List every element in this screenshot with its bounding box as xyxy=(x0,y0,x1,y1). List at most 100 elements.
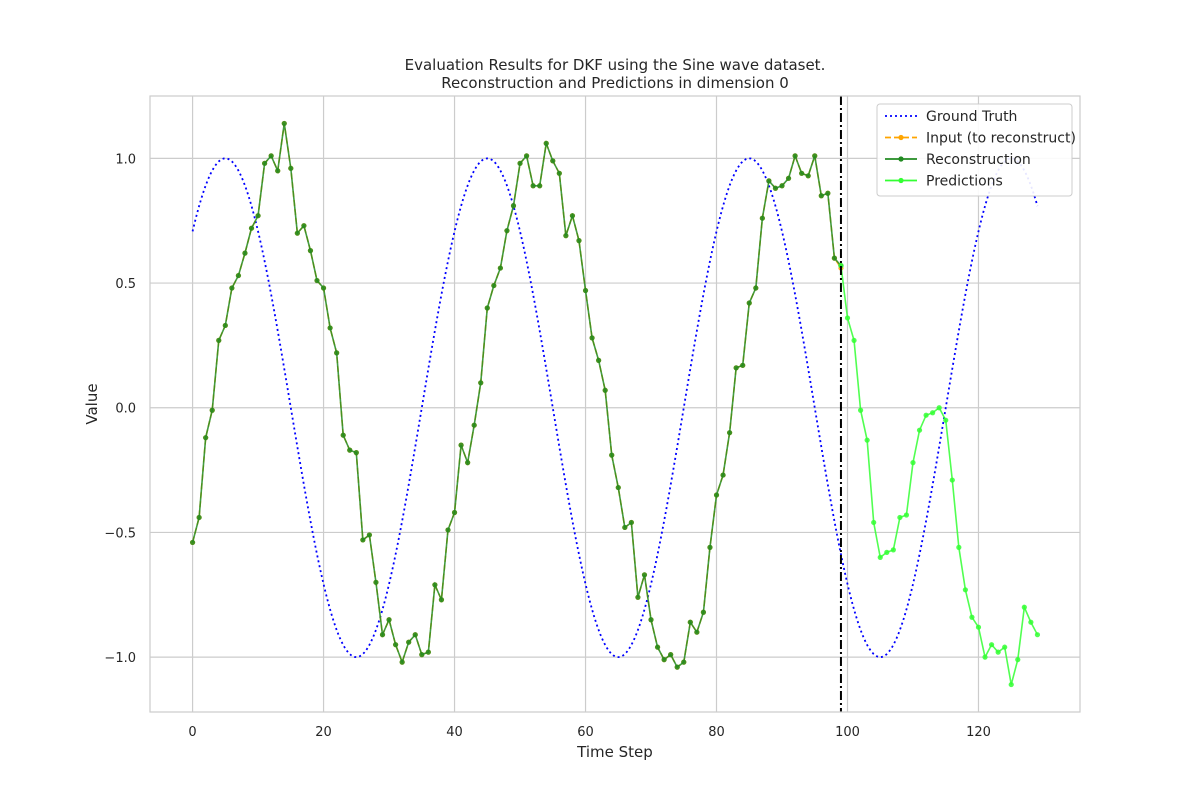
y-tick-label: −1.0 xyxy=(104,651,136,666)
reconstruction-point xyxy=(373,579,379,585)
predictions-point xyxy=(975,624,982,630)
reconstruction-point xyxy=(281,120,287,127)
x-tick-label: 120 xyxy=(966,725,991,740)
legend-label-predictions: Predictions xyxy=(926,174,1003,190)
reconstruction-point xyxy=(412,632,418,638)
reconstruction-point xyxy=(759,215,765,221)
predictions-point xyxy=(923,412,929,418)
reconstruction-point xyxy=(543,140,549,146)
y-tick-label: −0.5 xyxy=(104,526,136,541)
predictions-point xyxy=(1015,657,1021,663)
reconstruction-point xyxy=(471,422,477,428)
reconstruction-point xyxy=(229,285,235,291)
reconstruction-point xyxy=(196,514,202,521)
reconstruction-point xyxy=(386,617,392,623)
reconstruction-line xyxy=(191,123,842,669)
reconstruction-point xyxy=(707,544,713,551)
reconstruction-point xyxy=(674,664,680,670)
predictions-point xyxy=(897,514,903,521)
reconstruction-point xyxy=(478,380,484,386)
reconstruction-point xyxy=(288,165,294,171)
reconstruction-point xyxy=(792,153,798,159)
reconstruction-point xyxy=(576,238,582,244)
legend-marker-reconstruction xyxy=(898,156,904,162)
reconstruction-point xyxy=(275,168,281,174)
reconstruction-point xyxy=(556,170,562,176)
reconstruction-point xyxy=(648,617,654,623)
x-tick-label: 40 xyxy=(446,725,463,740)
reconstruction-point xyxy=(484,305,490,311)
reconstruction-point xyxy=(615,484,621,491)
predictions-point xyxy=(838,262,844,269)
reconstruction-point xyxy=(353,450,359,456)
legend-label-reconstruction: Reconstruction xyxy=(926,152,1031,168)
reconstruction-point xyxy=(451,509,458,516)
reconstruction-point xyxy=(582,287,589,294)
reconstruction-point xyxy=(248,225,255,231)
reconstruction-point xyxy=(216,337,222,344)
reconstruction-point xyxy=(779,183,785,189)
reconstruction-point xyxy=(740,362,746,368)
predictions-point xyxy=(844,315,851,321)
reconstruction-point xyxy=(746,300,752,306)
predictions-point xyxy=(936,405,942,411)
reconstruction-point xyxy=(399,659,405,665)
predictions-point xyxy=(903,512,910,518)
reconstruction-point xyxy=(589,335,595,341)
y-tick-label: 1.0 xyxy=(115,152,136,167)
reconstruction-point xyxy=(713,492,720,498)
reconstruction-point xyxy=(569,213,576,219)
x-axis-label: Time Step xyxy=(576,743,653,761)
reconstruction-point xyxy=(327,325,333,331)
reconstruction-point xyxy=(392,642,399,648)
reconstruction-point xyxy=(320,285,327,291)
predictions-markers xyxy=(838,262,1041,688)
reconstruction-point xyxy=(628,519,634,526)
reconstruction-point xyxy=(268,153,274,159)
reconstruction-point xyxy=(510,203,517,209)
predictions-point xyxy=(910,460,916,466)
reconstruction-point xyxy=(301,223,307,229)
reconstruction-point xyxy=(504,228,510,234)
series-layer xyxy=(189,96,1041,712)
reconstruction-point xyxy=(445,527,451,533)
reconstruction-point xyxy=(366,532,373,538)
predictions-point xyxy=(943,417,949,423)
reconstruction-point xyxy=(602,387,608,393)
reconstruction-point xyxy=(523,153,530,159)
reconstruction-point xyxy=(360,537,366,543)
reconstruction-point xyxy=(609,452,615,458)
reconstruction-point xyxy=(805,173,811,179)
reconstruction-point xyxy=(537,183,543,189)
reconstruction-point xyxy=(379,632,386,638)
reconstruction-point xyxy=(772,185,779,191)
reconstruction-point xyxy=(720,472,726,478)
reconstruction-point xyxy=(818,193,824,199)
predictions-point xyxy=(1008,681,1014,688)
legend: Ground Truth Input (to reconstruct) Recons… xyxy=(876,103,1076,197)
chart-subtitle: Reconstruction and Predictions in dimens… xyxy=(441,74,789,92)
reconstruction-point xyxy=(700,609,707,615)
legend-box xyxy=(876,103,1073,197)
x-tick-label: 60 xyxy=(577,725,594,740)
reconstruction-point xyxy=(654,644,661,650)
reconstruction-point xyxy=(596,357,602,363)
reconstruction-point xyxy=(622,524,628,531)
chart-title: Evaluation Results for DKF using the Sin… xyxy=(405,56,826,74)
plot-area xyxy=(150,96,1080,712)
reconstruction-point xyxy=(497,265,503,271)
predictions-point xyxy=(956,544,962,551)
x-tick-label: 100 xyxy=(835,725,860,740)
predictions-point xyxy=(916,427,923,433)
grid xyxy=(150,96,1080,712)
y-tick-label: 0.5 xyxy=(115,277,136,292)
x-tick-label: 20 xyxy=(315,725,332,740)
predictions-point xyxy=(1028,619,1034,625)
reconstruction-point xyxy=(753,285,759,291)
legend-marker-predictions xyxy=(898,177,904,184)
reconstruction-point xyxy=(425,649,431,655)
y-axis-label: Value xyxy=(83,383,101,424)
reconstruction-point xyxy=(307,248,314,254)
reconstruction-point xyxy=(314,277,320,284)
